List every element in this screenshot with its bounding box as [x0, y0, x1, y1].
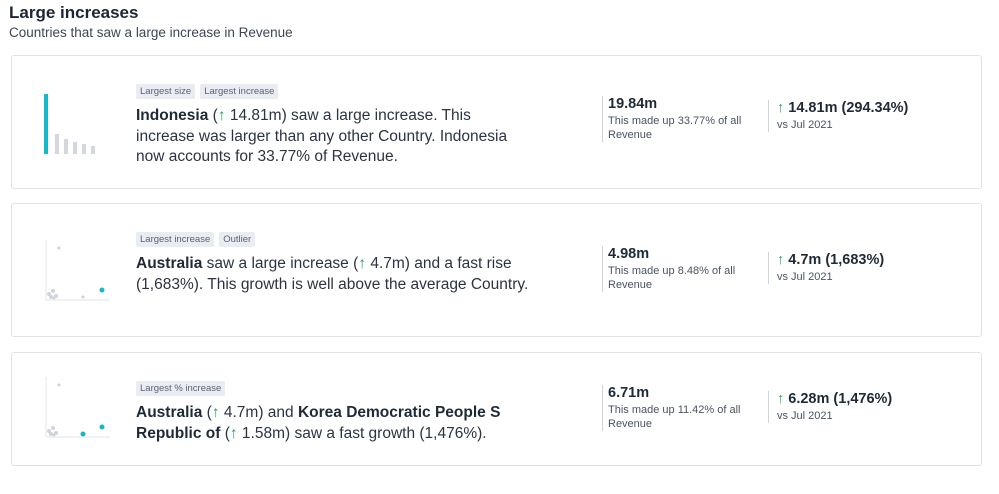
delta-value: 14.81m — [225, 107, 282, 124]
thumb-point-highlight — [99, 424, 105, 430]
thumb-point — [52, 433, 56, 437]
text-fragment: saw a large increase ( — [202, 255, 359, 272]
thumb-bar — [64, 139, 68, 154]
delta-value: 4.7m — [219, 404, 259, 421]
insight-card-indonesia[interactable]: Largest size Largest increase Indonesia … — [11, 55, 982, 189]
insight-text: Indonesia (↑ 14.81m) saw a large increas… — [136, 106, 531, 168]
country-name: Australia — [136, 404, 203, 421]
up-arrow-icon: ↑ — [777, 391, 785, 407]
up-arrow-icon: ↑ — [211, 404, 220, 421]
change-comparison: vs Jul 2021 — [777, 410, 833, 422]
tag-largest-percent-increase: Largest % increase — [136, 381, 226, 396]
stat-description: This made up 11.42% of all Revenue — [608, 404, 741, 430]
delta-value: 4.7m — [366, 255, 405, 272]
change-value: ↑ 6.28m (1,476%) — [777, 391, 977, 408]
page-subtitle: Countries that saw a large increase in R… — [9, 25, 293, 40]
scatter-plot-thumbnail — [45, 240, 110, 301]
thumb-point-highlight — [80, 431, 86, 437]
up-arrow-icon: ↑ — [777, 100, 785, 116]
tag-largest-size: Largest size — [136, 84, 196, 99]
tag-outlier: Outlier — [219, 232, 256, 247]
bar-chart-thumbnail — [44, 94, 95, 154]
country-name: Indonesia — [136, 107, 209, 124]
change-value: ↑ 14.81m (294.34%) — [777, 100, 977, 117]
tag-largest-increase: Largest increase — [200, 84, 279, 99]
country-name: Korea Democratic People S Republic of — [136, 404, 501, 442]
thumb-point — [52, 296, 56, 300]
thumb-point — [47, 429, 51, 433]
tag-list: Largest size Largest increase — [136, 84, 279, 99]
up-arrow-icon: ↑ — [358, 255, 367, 272]
thumb-point-highlight — [99, 287, 105, 293]
text-fragment: ) saw a fast growth (1,476%). — [285, 424, 487, 442]
thumb-point — [57, 246, 61, 250]
thumb-bar — [73, 142, 77, 154]
thumb-bar-highlight — [44, 94, 48, 154]
thumb-bar — [82, 144, 86, 154]
change-amount: 6.28m (1,476%) — [784, 391, 893, 407]
change-comparison: vs Jul 2021 — [777, 271, 833, 283]
change-amount: 4.7m (1,683%) — [784, 252, 885, 268]
thumb-point — [51, 289, 55, 293]
insight-card-australia[interactable]: Largest increase Outlier Australia saw a… — [11, 203, 982, 337]
country-name: Australia — [136, 255, 203, 272]
tag-list: Largest increase Outlier — [136, 232, 256, 247]
stat-block: 4.98m This made up 8.48% of all Revenue — [602, 246, 748, 292]
text-fragment: ( — [208, 107, 218, 124]
thumb-point — [47, 292, 51, 296]
insight-card-fast-growth[interactable]: Largest % increase Australia (↑ 4.7m) an… — [11, 352, 982, 466]
up-arrow-icon: ↑ — [217, 107, 226, 124]
stat-block: 19.84m This made up 33.77% of all Revenu… — [602, 96, 748, 142]
stat-block: 6.71m This made up 11.42% of all Revenue — [602, 385, 748, 431]
stat-value: 6.71m — [608, 385, 650, 401]
change-amount: 14.81m (294.34%) — [784, 100, 909, 116]
thumb-point — [49, 432, 53, 436]
stat-value: 4.98m — [608, 246, 650, 262]
stat-description: This made up 33.77% of all Revenue — [608, 115, 742, 141]
up-arrow-icon: ↑ — [229, 424, 238, 442]
insight-text: Australia saw a large increase (↑ 4.7m) … — [136, 254, 531, 295]
up-arrow-icon: ↑ — [777, 252, 785, 268]
stat-value: 19.84m — [608, 96, 658, 112]
text-fragment: ( — [202, 404, 212, 421]
text-fragment: ( — [220, 424, 230, 442]
thumb-point — [81, 295, 85, 299]
change-block: ↑ 14.81m (294.34%) vs Jul 2021 — [768, 100, 977, 132]
thumb-point — [49, 295, 53, 299]
change-block: ↑ 6.28m (1,476%) vs Jul 2021 — [768, 391, 977, 423]
thumb-bar — [91, 146, 95, 154]
text-fragment: ) and — [258, 404, 298, 421]
change-value: ↑ 4.7m (1,683%) — [777, 252, 977, 269]
tag-largest-increase: Largest increase — [136, 232, 215, 247]
change-comparison: vs Jul 2021 — [777, 119, 833, 131]
scatter-plot-thumbnail — [45, 377, 110, 438]
thumb-bar — [55, 134, 59, 154]
tag-list: Largest % increase — [136, 381, 226, 396]
page-title: Large increases — [9, 3, 139, 22]
insight-text: Australia (↑ 4.7m) and Korea Democratic … — [136, 403, 516, 444]
thumb-point — [51, 426, 55, 430]
change-block: ↑ 4.7m (1,683%) vs Jul 2021 — [768, 252, 977, 284]
text-fragment: ) saw a large increase. This increase wa… — [136, 107, 508, 165]
text-fragment: ) and a fast rise (1,683%). This growth … — [136, 255, 529, 293]
thumb-point — [57, 383, 61, 387]
stat-description: This made up 8.48% of all Revenue — [608, 265, 736, 291]
delta-value: 1.58m — [237, 424, 285, 442]
